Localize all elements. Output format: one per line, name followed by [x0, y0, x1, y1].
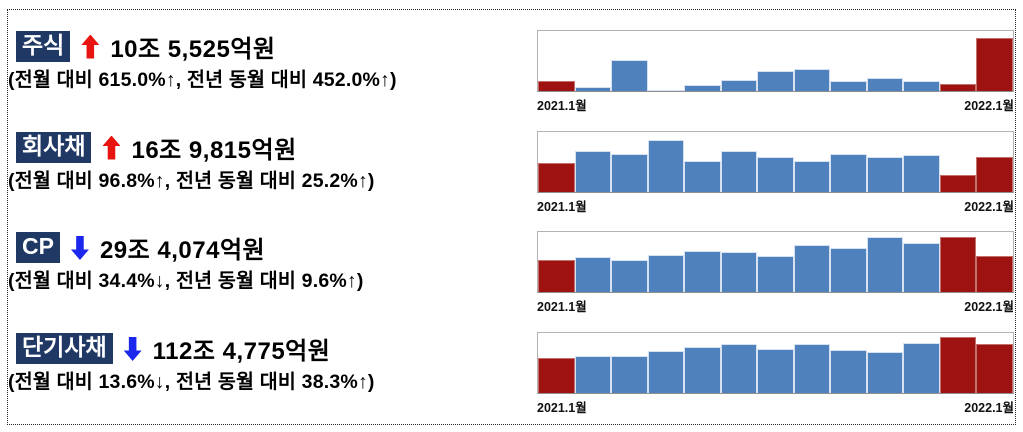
corporate-bonds-comparison-detail: (전월 대비 96.8%↑, 전년 동월 대비 25.2%↑) [8, 170, 375, 192]
bar-2022.1월 [976, 37, 1013, 91]
chart-cp: 2021.1월 2022.1월 [537, 227, 1014, 327]
bar-2021.4월 [647, 255, 685, 292]
bar-2021.4월 [647, 351, 685, 393]
bar-2021.6월 [720, 251, 758, 292]
bar-2021.9월 [830, 247, 867, 292]
bar-2021.11월 [903, 155, 940, 192]
short-term-bonds-x-axis: 2021.1월 2022.1월 [537, 397, 1014, 416]
corporate-bonds-bar-plot [537, 131, 1014, 193]
bar-2021.8월 [793, 68, 831, 91]
bar-2021.8월 [793, 344, 831, 393]
x-axis-start-label: 2021.1월 [537, 401, 587, 415]
x-axis-end-label: 2022.1월 [964, 300, 1014, 314]
bar-2021.7월 [757, 71, 794, 91]
bar-2021.12월 [939, 236, 977, 292]
bar-2021.1월 [538, 80, 575, 91]
cp-bar-plot [537, 231, 1014, 293]
stocks-amount: 10조 5,525억원 [110, 36, 276, 63]
up-arrow-icon [102, 135, 121, 160]
metric-row-cp: CP 29조 4,074억원 (전월 대비 34.4%↓, 전년 동월 대비 9… [0, 227, 1023, 327]
bar-2021.1월 [538, 259, 575, 292]
bar-2021.5월 [684, 347, 721, 393]
x-axis-end-label: 2022.1월 [964, 200, 1014, 214]
bar-2021.10월 [866, 157, 904, 192]
stocks-text-block: 주식 10조 5,525억원 (전월 대비 615.0%↑, 전년 동월 대비 … [8, 26, 523, 126]
metric-row-corporate-bonds: 회사채 16조 9,815억원 (전월 대비 96.8%↑, 전년 동월 대비 … [0, 127, 1023, 227]
bar-2021.11월 [903, 342, 940, 393]
stocks-comparison-detail: (전월 대비 615.0%↑, 전년 동월 대비 452.0%↑) [8, 69, 397, 91]
bar-2021.7월 [757, 349, 794, 393]
cp-text-block: CP 29조 4,074억원 (전월 대비 34.4%↓, 전년 동월 대비 9… [8, 227, 523, 327]
corporate-bonds-x-axis: 2021.1월 2022.1월 [537, 196, 1014, 215]
bar-2021.12월 [939, 174, 977, 192]
bar-2021.4월 [647, 89, 685, 91]
x-axis-start-label: 2021.1월 [537, 300, 587, 314]
bar-2021.2월 [574, 356, 612, 393]
bar-2021.8월 [793, 244, 831, 292]
bar-2021.6월 [720, 79, 758, 91]
bar-2022.1월 [976, 256, 1013, 292]
metric-row-short-term-bonds: 단기사채 112조 4,775억원 (전월 대비 13.6%↓, 전년 동월 대… [0, 328, 1023, 428]
bar-2021.3월 [611, 60, 648, 91]
chart-stocks: 2021.1월 2022.1월 [537, 26, 1014, 126]
metric-row-stocks: 주식 10조 5,525억원 (전월 대비 615.0%↑, 전년 동월 대비 … [0, 26, 1023, 126]
bar-2021.7월 [757, 256, 794, 292]
chart-short-term-bonds: 2021.1월 2022.1월 [537, 328, 1014, 428]
bar-2021.11월 [903, 243, 940, 292]
bar-2021.2월 [574, 256, 612, 292]
bar-2021.5월 [684, 251, 721, 292]
bar-2021.6월 [720, 343, 758, 393]
bar-2021.5월 [684, 85, 721, 91]
down-arrow-icon [71, 236, 89, 260]
x-axis-end-label: 2022.1월 [964, 99, 1014, 113]
corporate-bonds-amount: 16조 9,815억원 [131, 137, 297, 164]
bar-2021.1월 [538, 358, 575, 393]
bar-2021.9월 [830, 349, 867, 393]
stocks-bar-plot [537, 30, 1014, 92]
x-axis-end-label: 2022.1월 [964, 401, 1014, 415]
bar-2021.3월 [611, 260, 648, 292]
bar-2021.8월 [793, 161, 831, 192]
down-arrow-icon [124, 337, 142, 361]
bar-2021.1월 [538, 162, 575, 192]
bar-2021.12월 [939, 336, 977, 393]
bar-2022.1월 [976, 343, 1013, 393]
cp-label-chip: CP [16, 232, 60, 263]
short-term-bonds-label-chip: 단기사채 [16, 333, 113, 364]
cp-x-axis: 2021.1월 2022.1월 [537, 296, 1014, 315]
corporate-bonds-text-block: 회사채 16조 9,815억원 (전월 대비 96.8%↑, 전년 동월 대비 … [8, 127, 523, 227]
x-axis-start-label: 2021.1월 [537, 99, 587, 113]
bar-2021.3월 [611, 153, 648, 192]
bar-2022.1월 [976, 156, 1013, 192]
bar-2021.10월 [866, 237, 904, 292]
bar-2021.2월 [574, 151, 612, 192]
bar-2021.2월 [574, 87, 612, 91]
bar-2021.5월 [684, 160, 721, 192]
corporate-bonds-label-chip: 회사채 [16, 132, 92, 163]
bar-2021.3월 [611, 355, 648, 393]
bar-2021.10월 [866, 352, 904, 393]
short-term-bonds-comparison-detail: (전월 대비 13.6%↓, 전년 동월 대비 38.3%↑) [8, 371, 375, 393]
cp-comparison-detail: (전월 대비 34.4%↓, 전년 동월 대비 9.6%↑) [8, 270, 364, 292]
chart-corporate-bonds: 2021.1월 2022.1월 [537, 127, 1014, 227]
stocks-x-axis: 2021.1월 2022.1월 [537, 95, 1014, 114]
bar-2021.11월 [903, 80, 940, 91]
x-axis-start-label: 2021.1월 [537, 200, 587, 214]
short-term-bonds-text-block: 단기사채 112조 4,775억원 (전월 대비 13.6%↓, 전년 동월 대… [8, 328, 523, 428]
short-term-bonds-bar-plot [537, 332, 1014, 394]
bar-2021.12월 [939, 84, 977, 91]
up-arrow-icon [81, 34, 100, 59]
bar-2021.9월 [830, 154, 867, 192]
bar-2021.4월 [647, 140, 685, 192]
bar-2021.7월 [757, 156, 794, 192]
bar-2021.6월 [720, 150, 758, 192]
cp-amount: 29조 4,074억원 [99, 237, 266, 264]
bar-2021.9월 [830, 80, 867, 91]
stocks-label-chip: 주식 [16, 31, 71, 62]
bar-2021.10월 [866, 78, 904, 91]
short-term-bonds-amount: 112조 4,775억원 [152, 338, 331, 365]
